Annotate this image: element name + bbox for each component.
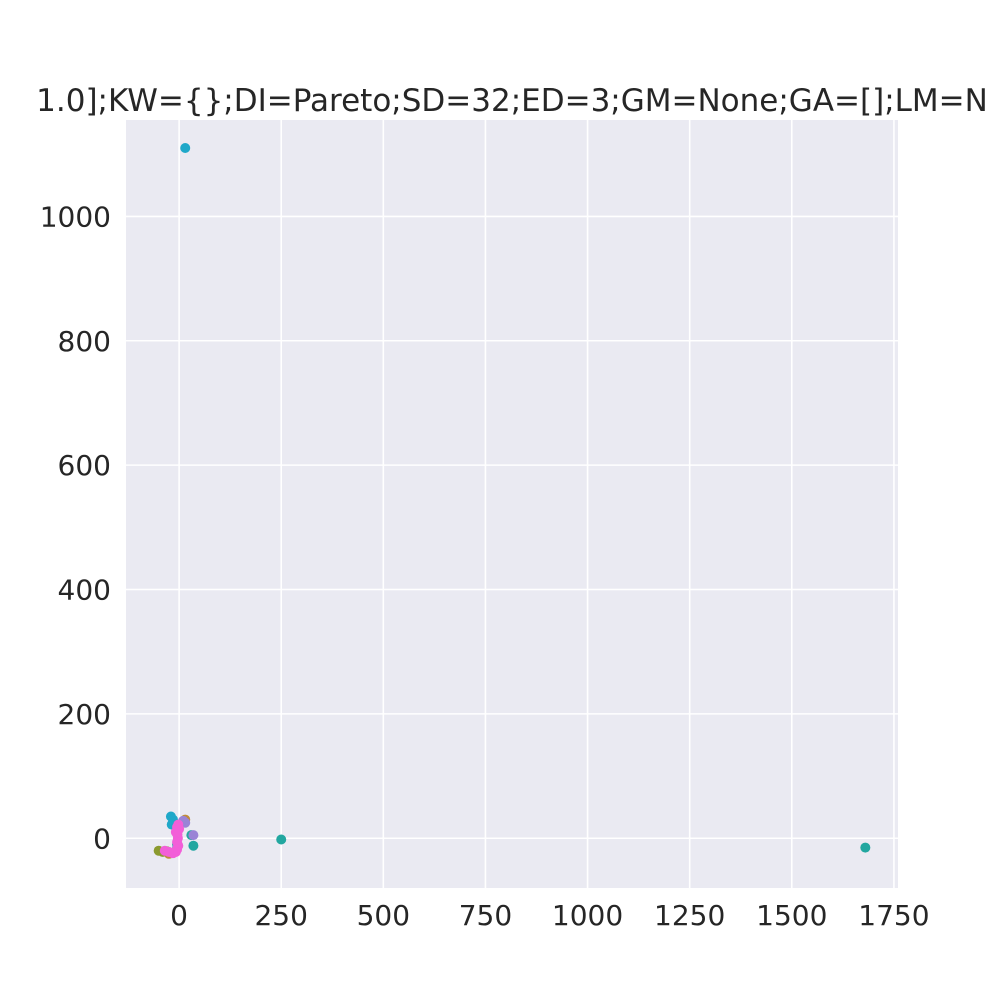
x-tick-label: 1000	[552, 899, 623, 932]
plot-background	[126, 120, 898, 888]
data-point	[159, 845, 170, 856]
y-tick-label: 1000	[40, 200, 111, 233]
data-point	[188, 830, 199, 841]
data-point	[170, 827, 181, 838]
y-tick-label: 800	[58, 325, 111, 358]
y-tick-label: 600	[58, 449, 111, 482]
x-tick-label: 750	[459, 899, 512, 932]
data-point	[276, 834, 287, 845]
data-point	[188, 840, 199, 851]
x-tick-label: 250	[254, 899, 307, 932]
y-tick-label: 0	[93, 822, 111, 855]
y-tick-label: 400	[58, 574, 111, 607]
x-axis-ticks: 0 250 500 750 1000 1250 1500 1750	[170, 899, 929, 932]
grid-lines	[126, 120, 898, 888]
x-tick-label: 1250	[654, 899, 725, 932]
data-point	[860, 842, 871, 853]
data-points	[153, 142, 871, 859]
x-tick-label: 500	[357, 899, 410, 932]
y-tick-label: 200	[58, 698, 111, 731]
x-tick-label: 1750	[858, 899, 929, 932]
y-axis-ticks: 0 200 400 600 800 1000	[40, 200, 111, 855]
data-point	[180, 142, 191, 153]
chart-title: 1.0];KW={};DI=Pareto;SD=32;ED=3;GM=None;…	[36, 83, 988, 119]
x-tick-label: 1500	[756, 899, 827, 932]
x-tick-label: 0	[170, 899, 188, 932]
